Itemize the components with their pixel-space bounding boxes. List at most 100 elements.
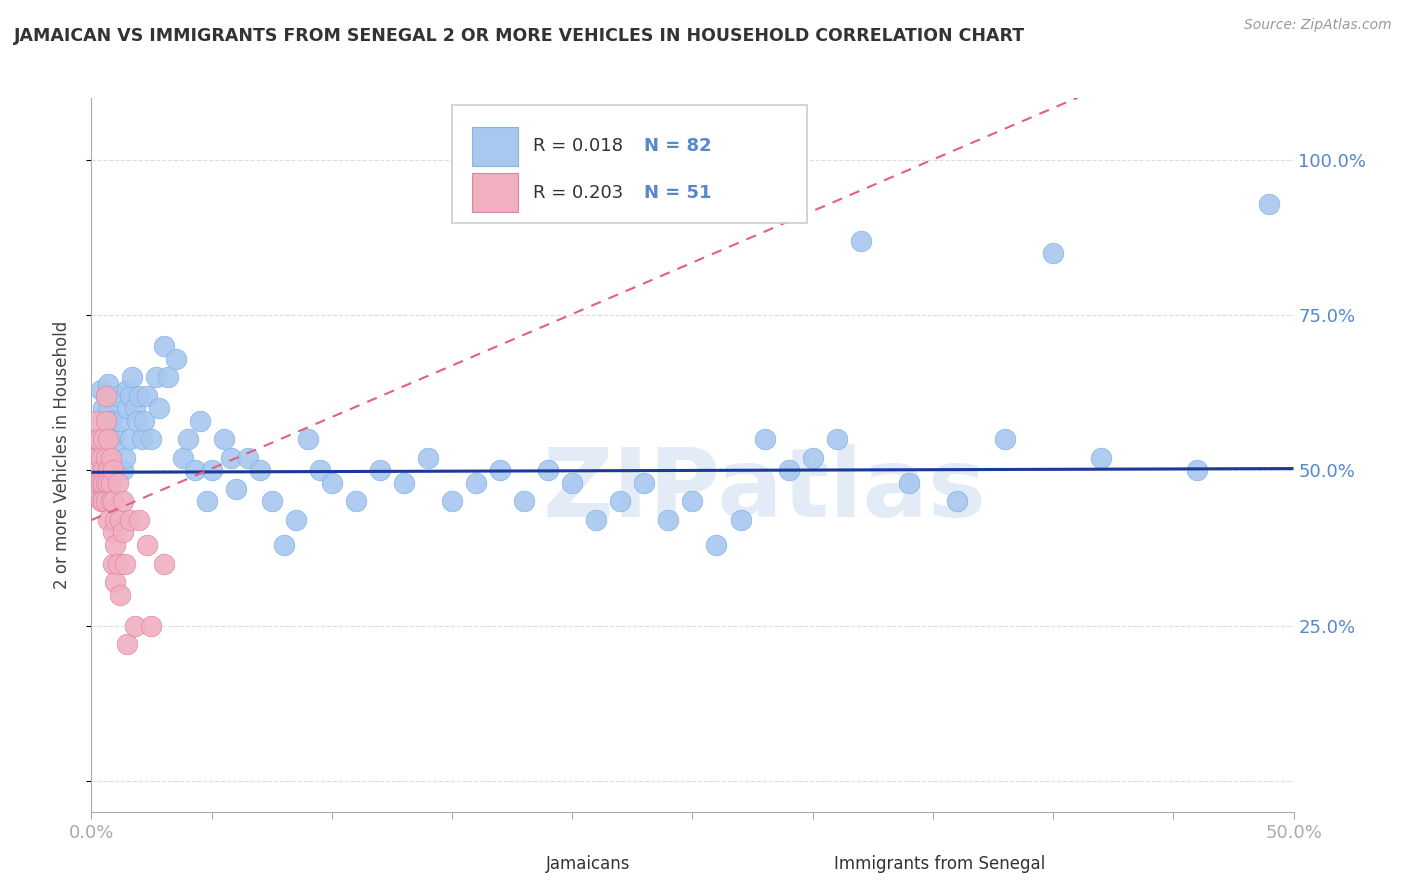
Point — [94, 450, 117, 465]
Point — [141, 618, 163, 632]
Point — [117, 383, 139, 397]
Point — [128, 389, 150, 403]
Point — [84, 469, 107, 483]
Point — [236, 450, 259, 465]
Text: N = 82: N = 82 — [644, 137, 711, 155]
Point — [172, 450, 194, 465]
Point — [111, 494, 134, 508]
Point — [111, 525, 134, 540]
Point — [225, 482, 247, 496]
Point — [104, 426, 127, 441]
Point — [1258, 196, 1281, 211]
Point — [110, 513, 132, 527]
Point — [344, 494, 367, 508]
Point — [104, 575, 127, 590]
Point — [141, 433, 163, 447]
Point — [100, 450, 122, 465]
Point — [114, 557, 136, 571]
Point — [111, 463, 134, 477]
Point — [101, 463, 124, 477]
Point — [128, 513, 150, 527]
Bar — [488, 854, 536, 874]
Text: Immigrants from Senegal: Immigrants from Senegal — [834, 855, 1046, 872]
Point — [83, 463, 105, 477]
Point — [100, 414, 122, 428]
Point — [97, 376, 120, 391]
Point — [84, 433, 107, 447]
Point — [97, 433, 120, 447]
Point — [118, 433, 141, 447]
Point — [152, 557, 174, 571]
Point — [188, 414, 211, 428]
Point — [83, 488, 105, 502]
Point — [561, 475, 583, 490]
Point — [416, 450, 439, 465]
Point — [681, 494, 703, 508]
Point — [157, 370, 180, 384]
Point — [124, 401, 146, 416]
Point — [706, 538, 728, 552]
Point — [94, 414, 117, 428]
FancyBboxPatch shape — [451, 105, 807, 223]
Point — [801, 450, 824, 465]
Point — [260, 494, 283, 508]
Point — [134, 414, 156, 428]
Point — [273, 538, 295, 552]
Point — [176, 433, 198, 447]
Point — [93, 475, 115, 490]
Point — [121, 370, 143, 384]
Point — [321, 475, 343, 490]
Point — [84, 450, 107, 465]
Point — [849, 234, 872, 248]
Point — [117, 401, 139, 416]
Point — [87, 433, 110, 447]
Point — [465, 475, 488, 490]
Text: R = 0.203: R = 0.203 — [533, 184, 623, 202]
Bar — [472, 173, 519, 212]
Bar — [472, 127, 519, 166]
Point — [368, 463, 391, 477]
Point — [778, 463, 800, 477]
Point — [657, 513, 679, 527]
Y-axis label: 2 or more Vehicles in Household: 2 or more Vehicles in Household — [52, 321, 70, 589]
Text: Source: ZipAtlas.com: Source: ZipAtlas.com — [1244, 18, 1392, 32]
Point — [93, 494, 115, 508]
Point — [117, 637, 139, 651]
Point — [946, 494, 969, 508]
Point — [104, 538, 127, 552]
Point — [93, 401, 115, 416]
Point — [184, 463, 207, 477]
Point — [87, 475, 110, 490]
Point — [125, 414, 148, 428]
Point — [93, 433, 115, 447]
Point — [100, 475, 122, 490]
Point — [101, 557, 124, 571]
Point — [87, 463, 110, 477]
Point — [825, 433, 848, 447]
Point — [107, 475, 129, 490]
Point — [97, 463, 120, 477]
Point — [118, 513, 141, 527]
Bar — [776, 854, 825, 874]
Point — [633, 475, 655, 490]
Point — [1187, 463, 1209, 477]
Point — [730, 513, 752, 527]
Point — [148, 401, 170, 416]
Point — [94, 414, 117, 428]
Point — [110, 414, 132, 428]
Point — [93, 433, 115, 447]
Point — [90, 475, 112, 490]
Text: ZIPatlas: ZIPatlas — [543, 444, 987, 537]
Point — [114, 450, 136, 465]
Point — [83, 475, 105, 490]
Point — [135, 389, 157, 403]
Point — [97, 475, 120, 490]
Point — [84, 475, 107, 490]
Point — [145, 370, 167, 384]
Point — [94, 389, 117, 403]
Point — [90, 450, 112, 465]
Point — [97, 401, 120, 416]
Point — [165, 351, 187, 366]
Text: Jamaicans: Jamaicans — [546, 855, 630, 872]
Point — [90, 450, 112, 465]
